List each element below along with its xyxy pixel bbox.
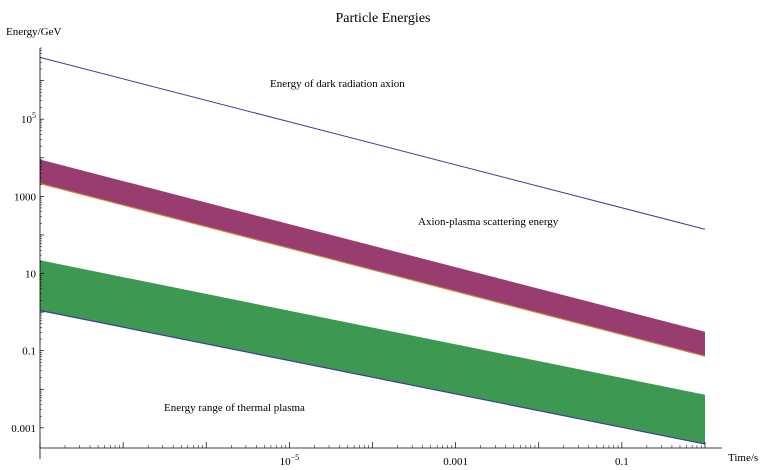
bands-layer — [40, 159, 705, 445]
ticks-layer: 0.001 0.1 10 1000 105 10−5 0.001 0.1 — [11, 47, 706, 468]
annotation-thermal: Energy range of thermal plasma — [164, 402, 305, 414]
chart-title: Particle Energies — [336, 11, 431, 26]
band-2-lower-edge — [39, 309, 706, 445]
y-tick-label-3: 1000 — [14, 191, 37, 203]
line-0 — [39, 56, 706, 230]
x-tick-label-2: 0.1 — [615, 456, 629, 468]
y-tick-label-2: 10 — [25, 269, 37, 281]
band-2 — [40, 260, 705, 445]
annotation-dark-radiation: Energy of dark radiation axion — [270, 78, 405, 90]
annotation-scattering: Axion-plasma scattering energy — [418, 216, 559, 228]
y-tick-label-4: 105 — [21, 111, 36, 126]
y-axis-label: Energy/GeV — [6, 26, 61, 38]
x-tick-label-0: 10−5 — [280, 453, 300, 468]
y-tick-label-0: 0.001 — [11, 423, 36, 435]
lines-layer — [39, 56, 706, 445]
band-1 — [40, 159, 705, 357]
y-tick-label-1: 0.1 — [22, 346, 36, 358]
x-tick-label-1: 0.001 — [443, 456, 468, 468]
x-axis-label: Time/s — [728, 452, 758, 464]
band-1-lower-edge — [39, 182, 706, 357]
